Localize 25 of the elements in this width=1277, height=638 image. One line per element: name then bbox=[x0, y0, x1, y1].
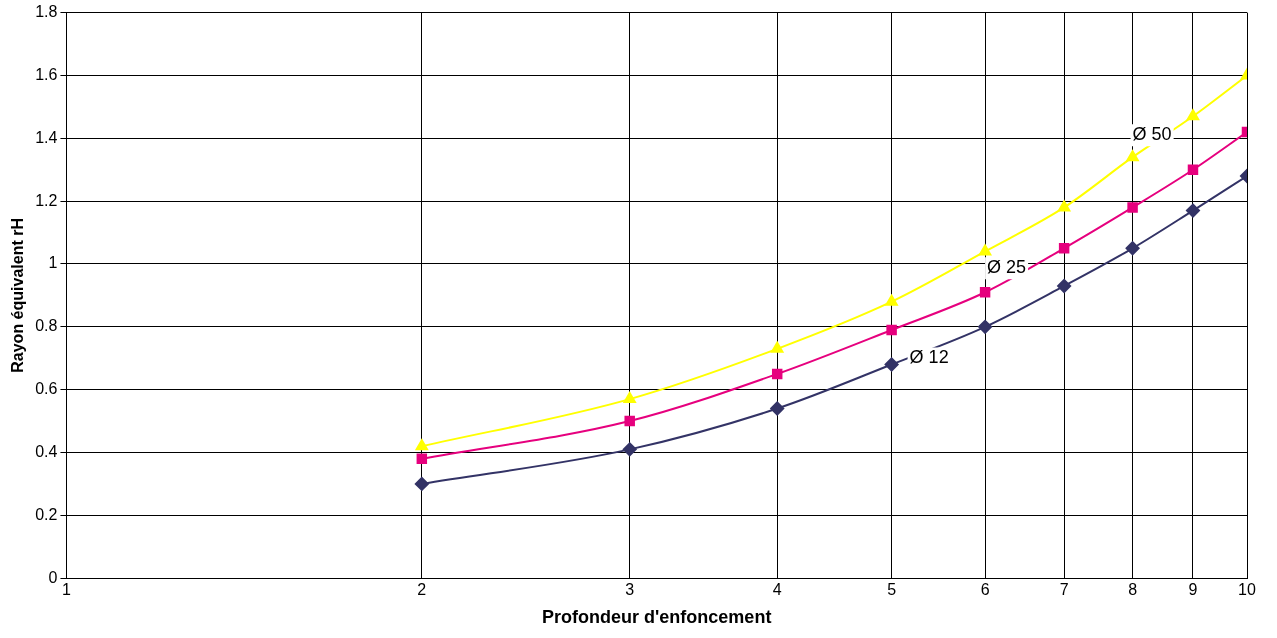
y-tick-label: 1.4 bbox=[35, 128, 58, 146]
y-tick-label: 1.2 bbox=[35, 191, 58, 209]
x-tick-label: 7 bbox=[1059, 581, 1069, 599]
x-axis-title: Profondeur d'enfoncement bbox=[542, 607, 772, 628]
series-label: Ø 12 bbox=[909, 347, 949, 368]
y-tick-label: 0.2 bbox=[35, 505, 58, 523]
series-label: Ø 50 bbox=[1132, 124, 1172, 145]
x-tick-label: 4 bbox=[772, 581, 782, 599]
x-tick-label: 8 bbox=[1128, 581, 1138, 599]
y-tick-label: 0.6 bbox=[35, 380, 58, 398]
y-tick-label: 1.8 bbox=[35, 3, 58, 21]
x-tick-label: 3 bbox=[625, 581, 635, 599]
y-tick-label: 0 bbox=[48, 568, 58, 586]
y-axis-title: Rayon équivalent rH bbox=[9, 218, 27, 373]
x-tick-label: 1 bbox=[61, 581, 71, 599]
y-tick-label: 0.4 bbox=[35, 442, 58, 460]
x-tick-label: 5 bbox=[887, 581, 897, 599]
y-tick-label: 1 bbox=[48, 254, 58, 272]
x-tick-label: 9 bbox=[1188, 581, 1198, 599]
y-tick-label: 0.8 bbox=[35, 317, 58, 335]
x-tick-label: 2 bbox=[417, 581, 427, 599]
y-tick-label: 1.6 bbox=[35, 65, 58, 83]
x-tick-label: 10 bbox=[1238, 581, 1256, 599]
series-label: Ø 25 bbox=[987, 257, 1027, 278]
x-tick-label: 6 bbox=[980, 581, 990, 599]
